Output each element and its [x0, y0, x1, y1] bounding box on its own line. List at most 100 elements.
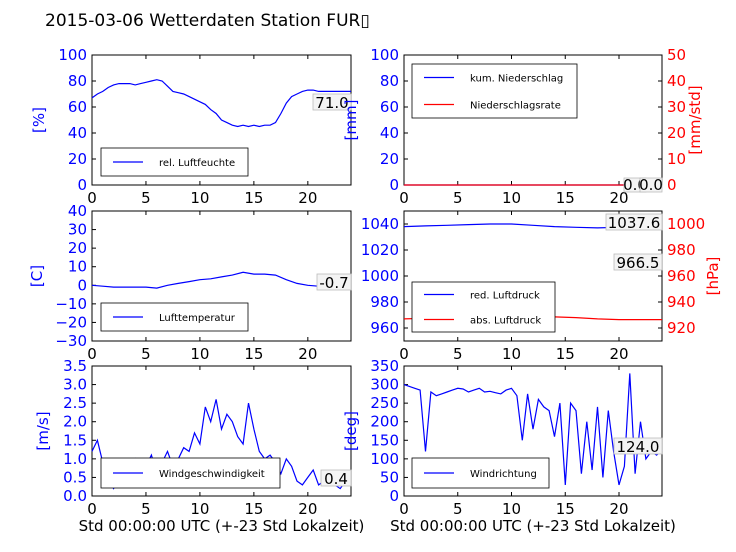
temperature-ytick-label: 20 — [68, 239, 87, 257]
temperature-annotation-box — [316, 273, 352, 291]
wind-speed-ytick-label: 1.5 — [63, 431, 87, 449]
humidity-series-0 — [91, 79, 351, 128]
temperature-ytick-label: −30 — [55, 332, 87, 350]
wind-speed-xtick-label: 10 — [190, 500, 209, 518]
pressure-xtick-label: 5 — [453, 345, 463, 363]
wind-speed-legend-label: Windgeschwindigkeit — [159, 469, 265, 480]
wind-speed-xtick-label: 0 — [87, 500, 97, 518]
pressure-y2label: [hPa] — [704, 257, 722, 296]
wind-direction-xtick-label: 15 — [556, 500, 575, 518]
humidity-ylabel: [%] — [30, 107, 48, 133]
precip-ytick-label: 20 — [380, 150, 399, 168]
pressure-xtick-label: 20 — [609, 345, 628, 363]
precip-ylabel: [mm] — [342, 100, 360, 141]
humidity-axes-frame — [91, 54, 352, 186]
temperature-xtick-label: 5 — [141, 345, 151, 363]
precip-xtick-label: 5 — [453, 189, 463, 207]
wind-direction-ytick-label: 250 — [370, 394, 399, 412]
wind-speed-annotation-value: 0.4 — [324, 470, 348, 488]
wind-speed-ytick-label: 1.0 — [63, 450, 87, 468]
wind-speed-ytick-label: 3.0 — [63, 376, 87, 394]
pressure-annotation-box — [605, 213, 663, 231]
precip-legend-label: kum. Niederschlag — [470, 74, 563, 85]
pressure-xtick-label: 10 — [502, 345, 521, 363]
pressure-y2tick-label: 940 — [667, 293, 696, 311]
precip-y2tick-label: 50 — [667, 46, 686, 64]
temperature-ytick-label: 10 — [68, 258, 87, 276]
temperature-xtick-label: 0 — [87, 345, 97, 363]
pressure-annotation-value: 966.5 — [617, 254, 660, 272]
wind-direction-legend-label: Windrichtung — [470, 469, 537, 480]
wind-speed-ytick-label: 0.5 — [63, 468, 87, 486]
temperature-ylabel: [C] — [28, 265, 46, 287]
wind-direction-ytick-label: 50 — [380, 468, 399, 486]
pressure-y2tick-label: 1000 — [667, 215, 705, 233]
figure-title: 2015-03-06 Wetterdaten Station FUR▯ — [45, 11, 370, 31]
temperature-ytick-label: −10 — [55, 295, 87, 313]
precip-legend-label: Niederschlagsrate — [470, 101, 561, 112]
precip-xtick-label: 20 — [609, 189, 628, 207]
temperature-ytick-label: −20 — [55, 313, 87, 331]
pressure-annotation-value: 1037.6 — [608, 214, 661, 232]
precip-ytick-label: 60 — [380, 98, 399, 116]
precip-ytick-label: 80 — [380, 72, 399, 90]
wind-speed-annotation-box — [320, 469, 352, 487]
pressure-legend-label: abs. Luftdruck — [470, 316, 541, 327]
wind-speed-ytick-label: 2.5 — [63, 394, 87, 412]
wind-speed-xtick-label: 20 — [298, 500, 317, 518]
temperature-ytick-label: 30 — [68, 221, 87, 239]
precip-xtick-label: 15 — [556, 189, 575, 207]
pressure-ytick-label: 1040 — [361, 215, 399, 233]
wind-speed-xtick-label: 15 — [244, 500, 263, 518]
precip-y2label: [mm/std] — [686, 85, 704, 154]
humidity-xtick-label: 20 — [298, 189, 317, 207]
pressure-y2tick-label: 980 — [667, 241, 696, 259]
pressure-xtick-label: 15 — [556, 345, 575, 363]
wind-speed-axes-frame — [91, 365, 352, 497]
pressure-ytick-label: 960 — [370, 319, 399, 337]
wind-direction-annotation-box — [613, 437, 663, 455]
precip-y2tick-label: 10 — [667, 150, 686, 168]
humidity-ytick-label: 80 — [68, 72, 87, 90]
precip-legend-box — [411, 63, 578, 119]
precip-ytick-label: 100 — [370, 46, 399, 64]
temperature-annotation-value: -0.7 — [319, 274, 348, 292]
humidity-ytick-label: 40 — [68, 124, 87, 142]
humidity-ytick-label: 60 — [68, 98, 87, 116]
pressure-y2tick-label: 960 — [667, 267, 696, 285]
pressure-xtick-label: 0 — [399, 345, 409, 363]
precip-annotation-box — [639, 177, 663, 193]
wind-speed-ylabel: [m/s] — [34, 411, 52, 450]
precip-ytick-label: 0 — [389, 176, 399, 194]
humidity-legend-label: rel. Luftfeuchte — [159, 158, 235, 169]
precip-y2tick-label: 30 — [667, 98, 686, 116]
temperature-legend-label: Lufttemperatur — [159, 313, 236, 324]
wind-direction-xtick-label: 5 — [453, 500, 463, 518]
humidity-xtick-label: 5 — [141, 189, 151, 207]
temperature-ytick-label: 40 — [68, 202, 87, 220]
wind-direction-ytick-label: 200 — [370, 413, 399, 431]
wind-direction-xtick-label: 10 — [502, 500, 521, 518]
wind-speed-ytick-label: 0.0 — [63, 487, 87, 505]
humidity-ytick-label: 20 — [68, 150, 87, 168]
pressure-annotation-box — [613, 253, 663, 271]
pressure-legend-box — [411, 281, 556, 333]
wind-speed-xtick-label: 5 — [141, 500, 151, 518]
precip-xtick-label: 0 — [399, 189, 409, 207]
precip-annotation-value: 0.0 — [639, 176, 663, 194]
wind-speed-ytick-label: 2.0 — [63, 413, 87, 431]
wind-direction-ytick-label: 350 — [370, 357, 399, 375]
wind-direction-ytick-label: 300 — [370, 376, 399, 394]
humidity-annotation-box — [312, 93, 352, 111]
wind-direction-axes-frame — [403, 365, 663, 497]
wind-direction-ytick-label: 0 — [389, 487, 399, 505]
humidity-ytick-label: 100 — [58, 46, 87, 64]
humidity-xtick-label: 0 — [87, 189, 97, 207]
humidity-xtick-label: 15 — [244, 189, 263, 207]
pressure-y2tick-label: 920 — [667, 319, 696, 337]
wind-direction-annotation-value: 124.0 — [617, 438, 660, 456]
temperature-xtick-label: 15 — [244, 345, 263, 363]
precip-y2tick-label: 20 — [667, 124, 686, 142]
precip-ytick-label: 40 — [380, 124, 399, 142]
